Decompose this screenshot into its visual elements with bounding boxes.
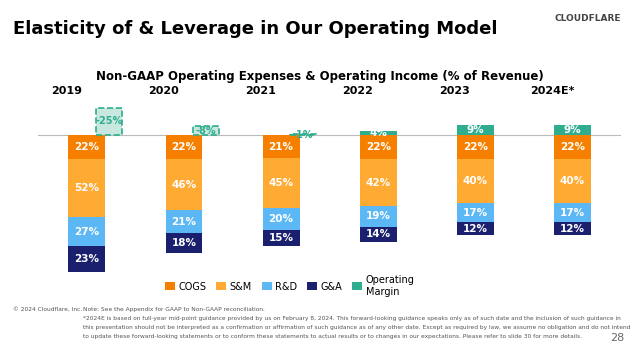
Bar [68,159,106,217]
Text: 12%: 12% [463,224,488,234]
Text: 22%: 22% [74,142,99,152]
Bar [360,135,397,159]
Text: 2019: 2019 [51,87,82,97]
Text: 42%: 42% [365,178,390,187]
Text: CLOUDFLARE: CLOUDFLARE [554,14,621,23]
Bar [554,125,591,135]
Text: -1%: -1% [293,130,314,140]
FancyBboxPatch shape [193,126,219,135]
Text: Note: See the Appendix for GAAP to Non-GAAP reconciliation.: Note: See the Appendix for GAAP to Non-G… [83,307,265,312]
Bar [360,131,397,135]
Bar [166,159,202,210]
Bar [166,135,202,159]
Text: 21%: 21% [269,142,294,152]
FancyBboxPatch shape [291,134,316,135]
Legend: COGS, S&M, R&D, G&A, Operating
Margin: COGS, S&M, R&D, G&A, Operating Margin [165,275,415,296]
Text: 2020: 2020 [148,87,179,97]
Bar [262,208,300,230]
Text: 4%: 4% [369,128,387,138]
Text: -25%: -25% [95,116,123,126]
Bar [457,159,493,203]
Bar [554,222,591,235]
Text: 2021: 2021 [245,87,276,97]
Bar [262,158,300,208]
Text: 22%: 22% [560,142,585,152]
Text: 2023: 2023 [440,87,470,97]
Bar [68,246,106,272]
Bar [554,159,591,203]
Text: Non-GAAP Operating Expenses & Operating Income (% of Revenue): Non-GAAP Operating Expenses & Operating … [96,70,544,83]
Bar [360,206,397,226]
Text: 27%: 27% [74,226,99,236]
Text: 2024E*: 2024E* [530,87,574,97]
Text: 22%: 22% [172,142,196,152]
Text: 17%: 17% [463,208,488,218]
Bar [457,125,493,135]
Bar [360,226,397,242]
Bar [554,203,591,222]
Text: 23%: 23% [74,254,99,264]
Text: 14%: 14% [365,229,390,239]
Bar [554,135,591,159]
Text: 17%: 17% [560,208,585,218]
Bar [457,222,493,235]
Bar [457,135,493,159]
FancyBboxPatch shape [96,108,122,135]
Text: 21%: 21% [172,217,196,227]
Text: 9%: 9% [563,125,581,135]
Text: 28: 28 [610,333,624,343]
Text: © 2024 Cloudflare, Inc.: © 2024 Cloudflare, Inc. [13,307,82,312]
Bar [166,210,202,233]
Text: 15%: 15% [269,233,294,243]
Text: 22%: 22% [463,142,488,152]
Bar [262,135,300,158]
Bar [262,230,300,246]
Text: 52%: 52% [74,183,99,193]
Text: 2022: 2022 [342,87,373,97]
Text: this presentation should not be interpreted as a confirmation or affirmation of : this presentation should not be interpre… [83,325,630,330]
Text: 40%: 40% [560,176,585,186]
Text: 45%: 45% [269,178,294,188]
Text: 12%: 12% [560,224,585,234]
Bar [68,135,106,159]
Text: Elasticity of & Leverage in Our Operating Model: Elasticity of & Leverage in Our Operatin… [13,20,497,38]
Text: 18%: 18% [172,238,196,248]
Bar [457,203,493,222]
Bar [166,233,202,253]
Text: -8%: -8% [196,126,216,136]
Text: 40%: 40% [463,176,488,186]
Text: to update these forward-looking statements or to conform these statements to act: to update these forward-looking statemen… [83,334,582,339]
Text: *2024E is based on full-year mid-point guidance provided by us on February 8, 20: *2024E is based on full-year mid-point g… [83,316,621,321]
Text: 20%: 20% [269,214,294,224]
Bar [360,159,397,206]
Text: 9%: 9% [467,125,484,135]
Text: 22%: 22% [365,142,390,152]
Text: 46%: 46% [172,180,196,190]
Text: 19%: 19% [365,211,390,221]
Bar [68,217,106,246]
